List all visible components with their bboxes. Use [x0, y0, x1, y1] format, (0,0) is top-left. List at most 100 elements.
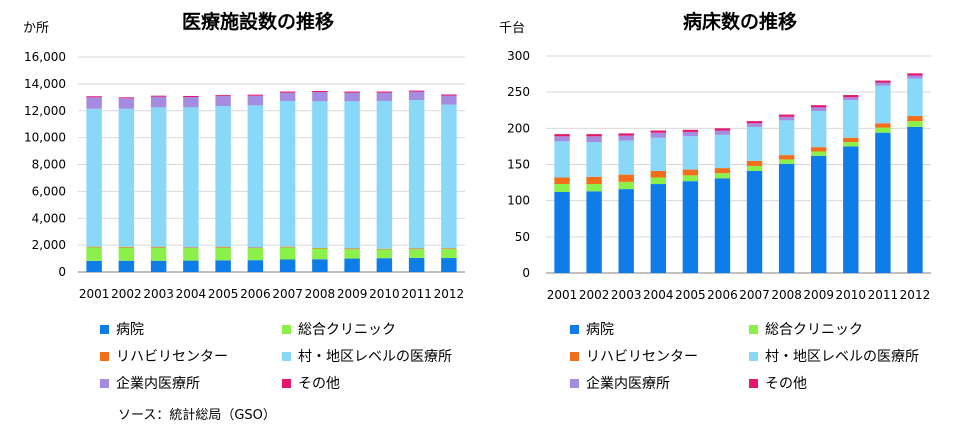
legend-item-rehab: リハビリセンター — [570, 346, 698, 366]
bar-segment-clinic — [215, 247, 231, 261]
bar-segment-hospital — [875, 132, 891, 273]
legend-item-hospital: 病院 — [570, 319, 614, 339]
bar-segment-clinic — [183, 248, 199, 261]
bar-segment-company — [118, 98, 135, 109]
bar-segment-other — [554, 134, 570, 137]
legend-swatch — [570, 378, 579, 388]
bar-segment-rehab — [441, 248, 457, 250]
x-tick-label: 2002 — [579, 288, 610, 302]
bar-segment-village — [86, 108, 102, 247]
bar-segment-rehab — [408, 248, 425, 250]
bar-segment-village — [618, 140, 634, 175]
bar-segment-rehab — [215, 247, 231, 248]
legend-item-village: 村・地区レベルの医療所 — [282, 346, 452, 366]
legend-swatch — [749, 378, 758, 388]
bar-segment-hospital — [408, 257, 425, 272]
y-tick-label: 6,000 — [32, 184, 66, 198]
bar-segment-village — [714, 134, 731, 169]
legend-label: 企業内医療所 — [586, 376, 670, 392]
bar-segment-company — [86, 97, 102, 109]
bar-segment-company — [778, 116, 795, 121]
bar-segment-rehab — [907, 116, 923, 122]
legend-label: リハビリセンター — [586, 349, 698, 365]
bar-segment-clinic — [811, 151, 827, 156]
bar-segment-other — [682, 129, 699, 132]
bar-segment-village — [279, 100, 296, 247]
bar-segment-company — [150, 96, 167, 108]
bar-segment-other — [714, 128, 731, 131]
legend-swatch — [282, 324, 291, 334]
bar-segment-hospital — [843, 146, 859, 273]
x-tick-label: 2010 — [369, 287, 400, 301]
bar-segment-other — [312, 90, 328, 93]
legend-swatch — [749, 324, 758, 334]
legend-swatch — [282, 378, 291, 388]
bar-segment-clinic — [778, 159, 795, 164]
bar-segment-hospital — [279, 259, 296, 272]
bar-segment-hospital — [586, 191, 602, 273]
bar-segment-rehab — [586, 176, 602, 185]
x-tick-label: 2009 — [337, 287, 368, 301]
bar-segment-clinic — [247, 248, 264, 261]
bar-segment-other — [811, 105, 827, 108]
chart-title: 病床数の推移 — [683, 10, 797, 33]
bar-segment-village — [554, 141, 570, 178]
bar-segment-village — [586, 142, 602, 177]
legend-item-village: 村・地区レベルの医療所 — [749, 346, 919, 366]
y-tick-label: 100 — [507, 194, 530, 208]
bar-segment-other — [215, 95, 231, 97]
bar-segment-hospital — [746, 171, 763, 273]
legend-swatch — [282, 351, 291, 361]
bar-segment-company — [714, 130, 731, 135]
y-axis-unit-label: か所 — [23, 21, 49, 36]
bar-segment-company — [843, 97, 859, 101]
x-tick-label: 2003 — [143, 287, 174, 301]
bar-segment-hospital — [554, 191, 570, 273]
y-tick-label: 14,000 — [24, 77, 66, 91]
x-tick-label: 2007 — [272, 287, 303, 301]
bar-segment-rehab — [118, 246, 135, 248]
bar-segment-company — [183, 97, 199, 108]
bar-segment-hospital — [215, 260, 231, 272]
legend-label: 村・地区レベルの医療所 — [298, 349, 452, 365]
bar-segment-other — [118, 97, 135, 99]
legend-label: 企業内医療所 — [116, 376, 200, 392]
y-tick-label: 4,000 — [32, 211, 66, 225]
bar-segment-clinic — [682, 175, 699, 182]
bar-segment-rehab — [554, 177, 570, 185]
bar-segment-other — [183, 95, 199, 98]
x-tick-label: 2001 — [547, 288, 578, 302]
bar-segment-rehab — [875, 123, 891, 128]
bar-segment-hospital — [778, 163, 795, 273]
bar-segment-hospital — [907, 126, 923, 274]
bar-segment-hospital — [714, 178, 731, 273]
bar-segment-company — [746, 123, 763, 127]
bar-segment-company — [376, 92, 393, 101]
y-tick-label: 2,000 — [32, 238, 66, 252]
bar-segment-other — [778, 114, 795, 117]
bar-segment-clinic — [150, 247, 167, 261]
bar-segment-village — [118, 108, 135, 247]
y-tick-label: 8,000 — [32, 158, 66, 172]
bar-segment-company — [344, 92, 360, 102]
bar-segment-clinic — [618, 181, 634, 190]
bar-segment-other — [279, 91, 296, 93]
bar-segment-other — [344, 91, 360, 93]
x-tick-label: 2007 — [739, 288, 770, 302]
bar-segment-company — [279, 92, 296, 101]
bar-segment-other — [441, 94, 457, 96]
legend-label: その他 — [298, 376, 340, 392]
bar-segment-clinic — [376, 249, 393, 259]
bar-segment-other — [650, 130, 666, 133]
y-axis-unit-label: 千台 — [499, 21, 525, 36]
bar-segment-village — [746, 126, 763, 161]
bar-segment-village — [344, 101, 360, 249]
bar-segment-other — [86, 96, 102, 98]
x-tick-label: 2011 — [401, 287, 432, 301]
y-tick-label: 12,000 — [24, 104, 66, 118]
bar-segment-hospital — [183, 260, 199, 272]
bar-segment-village — [441, 104, 457, 249]
x-tick-label: 2011 — [868, 288, 899, 302]
x-tick-label: 2012 — [434, 287, 465, 301]
bar-segment-clinic — [118, 247, 135, 261]
